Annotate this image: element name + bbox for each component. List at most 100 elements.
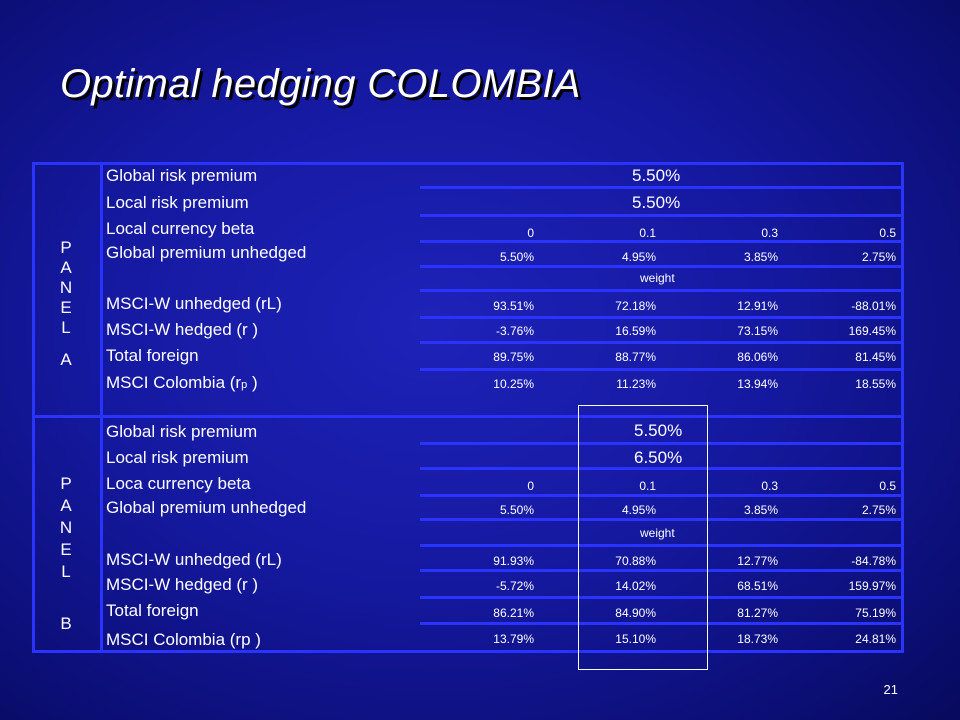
row-separator (420, 494, 904, 497)
table-cell: 14.02% (615, 579, 656, 593)
weight-label: weight (640, 526, 675, 540)
table-cell: 169.45% (848, 324, 896, 338)
table-cell: 86.06% (737, 350, 778, 364)
total-foreign-label: Total foreign (106, 601, 199, 620)
row-separator (420, 518, 904, 521)
panel-letter: N (59, 518, 73, 537)
table-cell: 0.5 (879, 479, 896, 493)
table-cell: 18.55% (855, 377, 896, 391)
global-risk-premium-value: 5.50% (632, 166, 681, 185)
table-cell: 13.94% (737, 377, 778, 391)
msci-colombia-label: MSCI Colombia (rp ) (106, 630, 261, 649)
row-separator (420, 544, 904, 547)
table-top-border (32, 162, 904, 165)
panel-b-label: P A N E L B (32, 474, 100, 634)
table-cell: 75.19% (855, 606, 896, 620)
table-cell: -84.78% (851, 554, 896, 568)
local-risk-premium-value: 6.50% (634, 448, 683, 467)
table-cell: 72.18% (615, 299, 656, 313)
table-cell: 159.97% (848, 579, 896, 593)
global-risk-premium-label: Global risk premium (106, 166, 258, 185)
table-cell: 0.1 (639, 479, 656, 493)
local-currency-beta-label: Local currency beta (106, 219, 255, 238)
panel-letter: A (60, 350, 72, 369)
table-cell: 0.1 (639, 226, 656, 240)
global-premium-unhedged-label: Global premium unhedged (106, 498, 307, 517)
local-risk-premium-label: Local risk premium (106, 448, 249, 467)
msci-w-hedged-label: MSCI-W hedged (r ) (106, 575, 259, 594)
row-separator (420, 316, 904, 319)
table-cell: 5.50% (499, 250, 534, 264)
table-cell: 0.5 (879, 226, 896, 240)
msci-w-hedged-label: MSCI-W hedged (r ) (106, 320, 259, 339)
table-cell: 86.21% (493, 606, 534, 620)
panel-divider (32, 415, 904, 418)
row-separator (420, 265, 904, 268)
table-cell: 93.51% (493, 299, 534, 313)
panel-letter: A (60, 496, 72, 515)
row-separator (420, 596, 904, 599)
table-cell: 0 (527, 226, 534, 240)
row-separator (420, 214, 904, 217)
table-cell: 81.45% (855, 350, 896, 364)
table-cell: 0.3 (761, 479, 778, 493)
row-separator (420, 569, 904, 572)
total-foreign-label: Total foreign (106, 346, 199, 365)
msci-w-unhedged-label: MSCI-W unhedged (rL) (106, 294, 282, 313)
row-separator (420, 442, 904, 445)
table-cell: 16.59% (615, 324, 656, 338)
table-cell: 5.50% (499, 503, 534, 517)
row-separator (420, 467, 904, 470)
local-risk-premium-label: Local risk premium (106, 193, 249, 212)
table-cell: 13.79% (493, 632, 534, 646)
table-cell: 2.75% (861, 503, 896, 517)
table-cell: 0.3 (761, 226, 778, 240)
table-cell: 81.27% (737, 606, 778, 620)
panel-a-label: P A N E L A (32, 238, 100, 370)
panel-letter: L (61, 318, 71, 337)
row-separator (420, 341, 904, 344)
table-cell: 73.15% (737, 324, 778, 338)
table-cell: 24.81% (855, 632, 896, 646)
msci-w-unhedged-label: MSCI-W unhedged (rL) (106, 550, 282, 569)
table-cell: 91.93% (493, 554, 534, 568)
table-cell: -5.72% (495, 579, 534, 593)
msci-colombia-label-prefix: MSCI Colombia (r (106, 373, 242, 392)
table-cell: 2.75% (861, 250, 896, 264)
panel-letter: P (60, 474, 72, 493)
table-cell: 12.77% (737, 554, 778, 568)
panel-letter: P (60, 238, 72, 257)
table-cell: 12.91% (737, 299, 778, 313)
table-cell: 3.85% (743, 503, 778, 517)
msci-colombia-label: MSCI Colombia (rp ) (106, 373, 258, 393)
table-cell: 88.77% (615, 350, 656, 364)
table-cell: 10.25% (493, 377, 534, 391)
panel-letter: E (60, 298, 72, 317)
table-cell: 89.75% (493, 350, 534, 364)
table-cell: 84.90% (615, 606, 656, 620)
row-separator (420, 240, 904, 243)
table-cell: 0 (527, 479, 534, 493)
msci-colombia-label-subscript: p (241, 379, 248, 391)
panel-letter: A (60, 258, 72, 277)
page-number: 21 (883, 682, 898, 697)
row-separator (420, 289, 904, 292)
panel-letter: L (61, 562, 71, 581)
table-cell: -3.76% (495, 324, 534, 338)
table-bottom-border (32, 650, 904, 653)
panel-letter: N (59, 278, 73, 297)
table-cell: 11.23% (616, 377, 656, 391)
msci-colombia-label-suffix: ) (247, 373, 258, 392)
local-risk-premium-value: 5.50% (632, 193, 681, 212)
table-right-border (901, 162, 904, 653)
row-separator (420, 622, 904, 625)
table-cell: -88.01% (851, 299, 896, 313)
global-risk-premium-label: Global risk premium (106, 422, 258, 441)
table-cell: 70.88% (615, 554, 656, 568)
highlight-frame (578, 405, 708, 670)
panel-column-divider (100, 162, 103, 653)
row-separator (420, 368, 904, 371)
table-cell: 68.51% (737, 579, 778, 593)
row-separator (420, 186, 904, 189)
global-risk-premium-value: 5.50% (634, 421, 683, 440)
